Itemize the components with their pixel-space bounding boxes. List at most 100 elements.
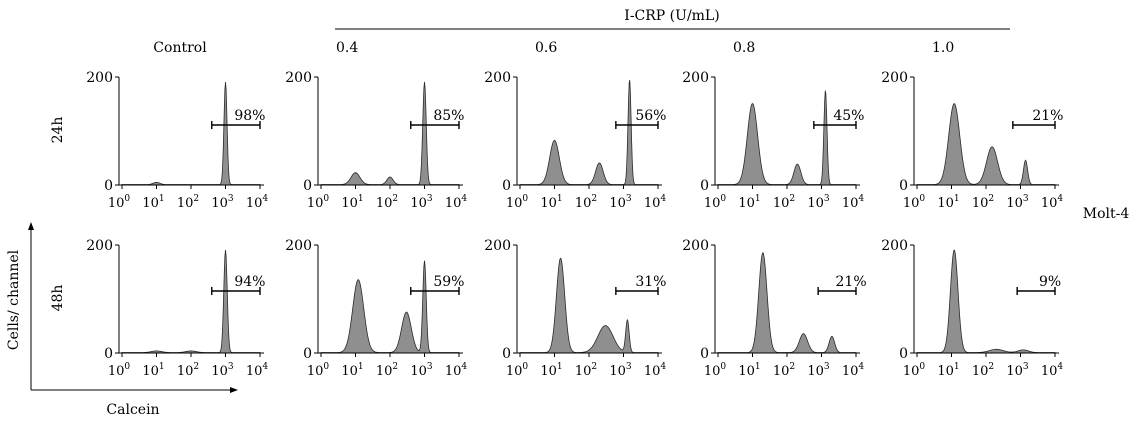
- header-label: I-CRP (U/mL): [624, 8, 719, 24]
- gate-percent-label: 98%: [234, 108, 265, 124]
- column-header-control: Control: [153, 40, 207, 56]
- gate-percent-label: 21%: [1032, 108, 1063, 124]
- x-tick-label: 100: [704, 194, 727, 211]
- x-tick-label: 101: [937, 194, 959, 211]
- x-tick-label: 100: [506, 362, 529, 379]
- x-tick-label: 102: [376, 194, 398, 211]
- gate-percent-label: 9%: [1039, 274, 1061, 290]
- x-tick-label: 103: [807, 194, 830, 211]
- x-tick-label: 100: [903, 362, 926, 379]
- x-tick-label: 104: [246, 362, 269, 379]
- x-tick-label: 100: [307, 194, 330, 211]
- column-header-0-8: 0.8: [733, 40, 755, 56]
- x-tick-label: 101: [142, 194, 164, 211]
- x-tick-label: 104: [842, 362, 865, 379]
- x-tick-label: 102: [177, 194, 199, 211]
- x-tick-label: 103: [609, 194, 632, 211]
- gate-percent-label: 45%: [833, 108, 864, 124]
- x-tick-label: 102: [177, 362, 199, 379]
- x-tick-label: 100: [903, 194, 926, 211]
- cell-line-label: Molt-4: [1083, 206, 1130, 222]
- x-tick-label: 104: [445, 362, 468, 379]
- column-header-0-6: 0.6: [535, 40, 557, 56]
- gate-percent-label: 21%: [836, 274, 867, 290]
- y-tick-label: 0: [303, 346, 312, 362]
- histogram-area: [121, 249, 261, 354]
- x-tick-label: 102: [972, 194, 994, 211]
- y-tick-label: 0: [502, 346, 511, 362]
- x-tick-label: 101: [738, 194, 760, 211]
- x-tick-label: 103: [211, 362, 234, 379]
- x-tick-label: 101: [540, 194, 562, 211]
- x-tick-label: 100: [307, 362, 330, 379]
- y-tick-label: 0: [104, 346, 113, 362]
- histogram-area: [916, 249, 1056, 354]
- column-header-0-4: 0.4: [336, 40, 358, 56]
- x-tick-label: 103: [1006, 362, 1029, 379]
- x-tick-label: 103: [1006, 194, 1029, 211]
- gate-percent-label: 59%: [433, 274, 464, 290]
- x-tick-label: 101: [540, 362, 562, 379]
- histogram-area: [320, 81, 460, 186]
- x-tick-label: 101: [341, 194, 363, 211]
- x-tick-label: 101: [738, 362, 760, 379]
- column-header-1-0: 1.0: [932, 40, 954, 56]
- x-tick-label: 104: [1041, 362, 1064, 379]
- x-tick-label: 103: [211, 194, 234, 211]
- y-tick-label: 200: [881, 70, 908, 86]
- y-tick-label: 200: [86, 238, 113, 254]
- y-tick-label: 0: [899, 178, 908, 194]
- y-tick-label: 0: [104, 178, 113, 194]
- x-tick-label: 102: [376, 362, 398, 379]
- histogram-area: [717, 90, 857, 186]
- x-tick-label: 102: [773, 194, 795, 211]
- y-tick-label: 200: [484, 238, 511, 254]
- x-tick-label: 101: [341, 362, 363, 379]
- y-tick-label: 200: [682, 70, 709, 86]
- x-tick-label: 102: [972, 362, 994, 379]
- y-tick-label: 0: [502, 178, 511, 194]
- x-tick-label: 100: [506, 194, 529, 211]
- x-tick-label: 103: [609, 362, 632, 379]
- x-tick-label: 104: [644, 194, 667, 211]
- y-tick-label: 200: [682, 238, 709, 254]
- y-tick-label: 200: [881, 238, 908, 254]
- gate-percent-label: 56%: [635, 108, 666, 124]
- x-tick-label: 104: [246, 194, 269, 211]
- y-tick-label: 200: [285, 70, 312, 86]
- y-tick-label: 200: [285, 238, 312, 254]
- x-tick-label: 101: [937, 362, 959, 379]
- x-tick-label: 102: [575, 362, 597, 379]
- x-tick-label: 104: [644, 362, 667, 379]
- row-label-24h: 24h: [50, 117, 66, 144]
- y-tick-label: 0: [303, 178, 312, 194]
- gate-percent-label: 85%: [433, 108, 464, 124]
- y-tick-label: 0: [700, 346, 709, 362]
- x-axis-label: Calcein: [106, 402, 159, 418]
- x-tick-label: 103: [807, 362, 830, 379]
- x-tick-label: 103: [410, 362, 433, 379]
- gate-percent-label: 31%: [635, 274, 666, 290]
- histogram-area: [519, 257, 659, 354]
- annotations: I-CRP (U/mL) Molt-4 Cells/ channel Calce…: [6, 8, 1129, 418]
- y-tick-label: 200: [86, 70, 113, 86]
- y-tick-label: 0: [899, 346, 908, 362]
- x-axis-arrowhead: [230, 387, 238, 393]
- x-tick-label: 102: [575, 194, 597, 211]
- x-tick-label: 103: [410, 194, 433, 211]
- y-axis-label: Cells/ channel: [6, 249, 22, 350]
- x-tick-label: 101: [142, 362, 164, 379]
- x-tick-label: 100: [108, 362, 131, 379]
- x-tick-label: 102: [773, 362, 795, 379]
- gate-percent-label: 94%: [234, 274, 265, 290]
